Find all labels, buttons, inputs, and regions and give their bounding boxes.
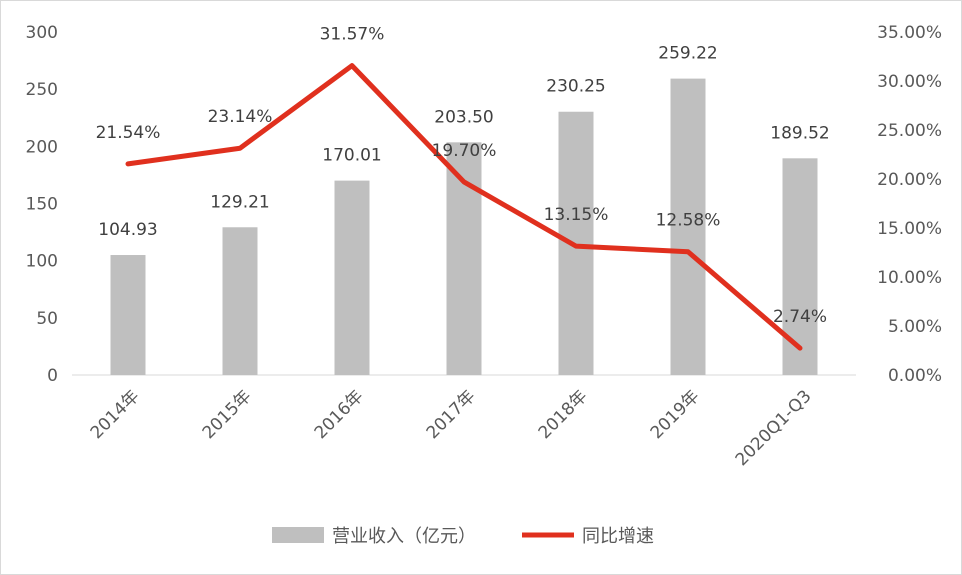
growth-data-label: 2.74% bbox=[773, 307, 827, 327]
left-axis-tick-label: 50 bbox=[36, 309, 58, 329]
right-axis-tick-label: 5.00% bbox=[888, 317, 942, 337]
revenue-bar bbox=[670, 78, 706, 376]
data-labels-layer: 104.93 129.21 170.01 203.50 230.25 259.22 189.… bbox=[96, 25, 830, 328]
revenue-bar bbox=[222, 227, 258, 375]
right-axis-tick-label: 0.00% bbox=[888, 366, 942, 386]
revenue-data-label: 104.93 bbox=[98, 220, 157, 240]
growth-data-label: 23.14% bbox=[208, 107, 273, 127]
right-axis-tick-label: 35.00% bbox=[877, 23, 942, 43]
growth-data-label: 12.58% bbox=[656, 211, 721, 231]
right-axis-tick-label: 20.00% bbox=[877, 170, 942, 190]
revenue-data-label: 129.21 bbox=[210, 192, 269, 212]
left-axis-ticks: 0 50 100 150 200 250 300 bbox=[26, 23, 58, 386]
legend-bar-label: 营业收入（亿元） bbox=[332, 526, 476, 547]
right-axis-tick-label: 30.00% bbox=[877, 72, 942, 92]
right-axis-ticks: 0.00% 5.00% 10.00% 15.00% 20.00% 25.00% 30.00%… bbox=[877, 23, 942, 386]
left-axis-tick-label: 0 bbox=[47, 366, 58, 386]
growth-data-label: 19.70% bbox=[432, 141, 497, 161]
legend: 营业收入（亿元） 同比增速 bbox=[272, 526, 654, 547]
revenue-data-label: 189.52 bbox=[770, 123, 829, 143]
growth-data-label: 31.57% bbox=[320, 25, 385, 45]
left-axis-tick-label: 100 bbox=[26, 252, 58, 272]
growth-data-label: 21.54% bbox=[96, 123, 161, 143]
revenue-bar bbox=[782, 158, 818, 375]
revenue-data-label: 230.25 bbox=[546, 77, 605, 97]
left-axis-tick-label: 250 bbox=[26, 80, 58, 100]
right-axis-tick-label: 15.00% bbox=[877, 219, 942, 239]
growth-line-layer bbox=[125, 63, 803, 351]
right-axis-tick-label: 10.00% bbox=[877, 268, 942, 288]
legend-line-label: 同比增速 bbox=[582, 526, 654, 547]
revenue-bar bbox=[446, 142, 482, 375]
revenue-data-label: 259.22 bbox=[658, 44, 717, 64]
revenue-data-label: 170.01 bbox=[322, 146, 381, 166]
left-axis-tick-label: 150 bbox=[26, 195, 58, 215]
bars-layer bbox=[110, 78, 818, 376]
left-axis-tick-label: 200 bbox=[26, 137, 58, 157]
right-axis-tick-label: 25.00% bbox=[877, 121, 942, 141]
revenue-bar bbox=[110, 255, 146, 375]
revenue-data-label: 203.50 bbox=[434, 107, 493, 127]
left-axis-tick-label: 300 bbox=[26, 23, 58, 43]
legend-bar-swatch bbox=[272, 527, 324, 543]
growth-data-label: 13.15% bbox=[544, 205, 609, 225]
revenue-bar bbox=[334, 180, 370, 375]
